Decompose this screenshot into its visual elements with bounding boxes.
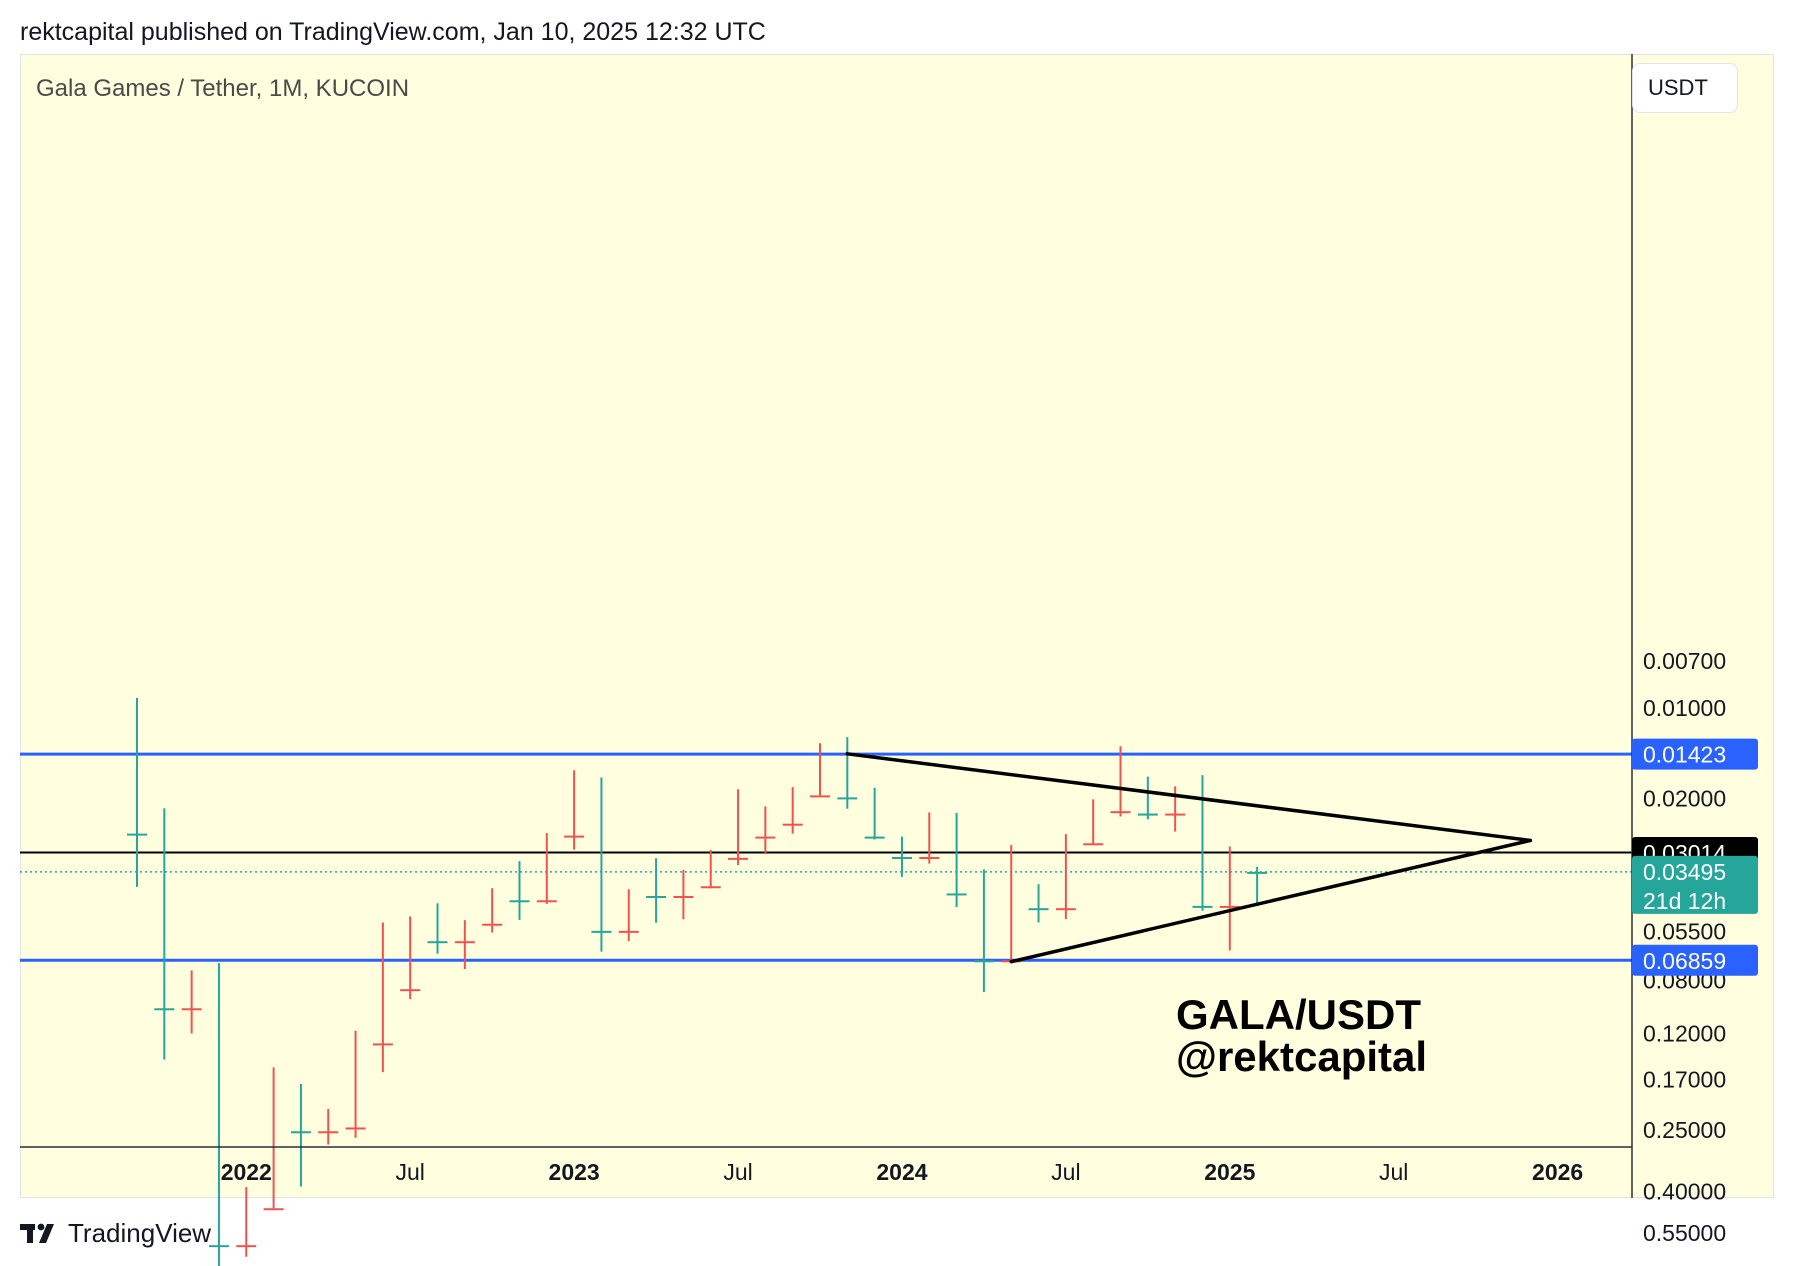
chart-frame	[20, 54, 1774, 1198]
axes	[20, 54, 1633, 1198]
candle-body-2022-04	[318, 1131, 339, 1134]
y-tick-label: 0.40000	[1643, 1178, 1726, 1204]
candle-body-2022-10	[482, 923, 503, 926]
y-tick-label: 0.00700	[1643, 648, 1726, 674]
candle-body-2023-11	[837, 797, 858, 800]
horizontal-levels	[20, 752, 1632, 962]
trendline-2	[845, 752, 1533, 843]
candle-body-2024-01	[891, 857, 912, 860]
candle-body-2023-02	[591, 930, 612, 933]
candle-body-2022-12	[536, 900, 557, 903]
y-tick-label: 0.17000	[1643, 1066, 1726, 1092]
candle-body-2024-09	[1110, 811, 1131, 814]
level-price-tag-0.06859-text: 0.06859	[1643, 948, 1726, 974]
candle-body-2022-11	[509, 900, 530, 903]
candle-body-2023-05	[673, 895, 694, 898]
y-tick-label: 0.55000	[1643, 1220, 1726, 1246]
x-tick-label: 2023	[549, 1159, 600, 1185]
candle-body-2021-10	[154, 1008, 175, 1011]
candle-body-2021-12	[208, 1245, 229, 1248]
last-price-tag-text: 21d 12h	[1643, 888, 1726, 914]
candle-body-2022-07	[400, 989, 421, 992]
candle-body-2022-05	[345, 1127, 366, 1130]
x-tick-label: 2026	[1532, 1159, 1583, 1185]
candle-body-2021-11	[181, 1008, 202, 1011]
candle-body-2023-01	[564, 835, 585, 838]
candle-body-2023-12	[864, 836, 885, 839]
candle-body-2023-10	[810, 795, 830, 798]
candle-body-2025-01	[1219, 905, 1240, 908]
trendlines	[845, 752, 1533, 964]
candle-body-2023-03	[618, 930, 639, 933]
candle-body-2024-03	[946, 893, 967, 896]
currency-button[interactable]: USDT	[1632, 63, 1738, 113]
candle-body-2022-09	[454, 941, 475, 944]
footer: TradingView	[20, 1218, 211, 1248]
candle-body-2023-07	[728, 857, 749, 860]
last-price-tag-text: 0.03495	[1643, 859, 1726, 885]
x-tick-label: 2024	[876, 1159, 927, 1185]
publish-info: rektcapital published on TradingView.com…	[20, 18, 766, 46]
y-tick-label: 0.12000	[1643, 1021, 1726, 1047]
x-tick-label: Jul	[395, 1159, 424, 1185]
candle-body-2024-11	[1165, 813, 1186, 816]
tradingview-logo-icon	[20, 1223, 54, 1243]
candle-body-2025-02	[1247, 871, 1268, 874]
footer-brand: TradingView	[68, 1217, 212, 1248]
candle-body-2022-08	[427, 941, 448, 944]
candle-body-2023-09	[782, 823, 803, 826]
trendline-1	[1009, 838, 1533, 964]
candle-body-2024-04	[973, 960, 994, 963]
candle-body-2021-09	[127, 833, 147, 836]
watermark-pair: GALA/USDT	[1176, 991, 1421, 1038]
y-tick-label: 0.02000	[1643, 786, 1726, 812]
candle-body-2023-04	[646, 895, 667, 898]
candle-body-2024-10	[1137, 813, 1158, 816]
y-tick-label: 0.25000	[1643, 1117, 1726, 1143]
x-tick-label: Jul	[1051, 1159, 1080, 1185]
candle-body-2024-12	[1192, 905, 1213, 908]
watermark: GALA/USDT @rektcapital	[1176, 994, 1427, 1078]
x-tick-label: Jul	[723, 1159, 752, 1185]
x-tick-label: 2022	[221, 1159, 272, 1185]
x-tick-label: Jul	[1379, 1159, 1408, 1185]
x-axis-labels: 2022 Jul 2023 Jul 2024 Jul 2025 Jul 2026	[221, 1159, 1584, 1185]
candle-body-2024-07	[1055, 908, 1076, 911]
candle-body-2023-06	[700, 886, 721, 889]
watermark-author: @rektcapital	[1176, 1033, 1428, 1080]
candle-body-2022-02	[263, 1208, 284, 1211]
candle-body-2022-03	[290, 1131, 311, 1134]
level-price-tag-0.06859-bg	[1632, 944, 1758, 976]
candle-body-2022-06	[372, 1043, 393, 1046]
level-price-tag-0.01423-bg	[1632, 738, 1758, 770]
y-tick-label: 0.01000	[1643, 695, 1726, 721]
candle-body-2023-08	[755, 836, 776, 839]
candles	[127, 697, 1268, 1266]
candle-body-2024-06	[1028, 908, 1049, 911]
x-tick-label: 2025	[1204, 1159, 1255, 1185]
candle-body-2024-02	[919, 857, 940, 860]
last-price-tag-bg	[1632, 855, 1758, 914]
symbol-title: Gala Games / Tether, 1M, KUCOIN	[36, 75, 410, 102]
level-price-tag-0.01423-text: 0.01423	[1643, 742, 1726, 768]
y-tick-label: 0.05500	[1643, 918, 1726, 944]
candle-body-2022-01	[236, 1245, 257, 1248]
candle-body-2024-08	[1083, 843, 1104, 846]
